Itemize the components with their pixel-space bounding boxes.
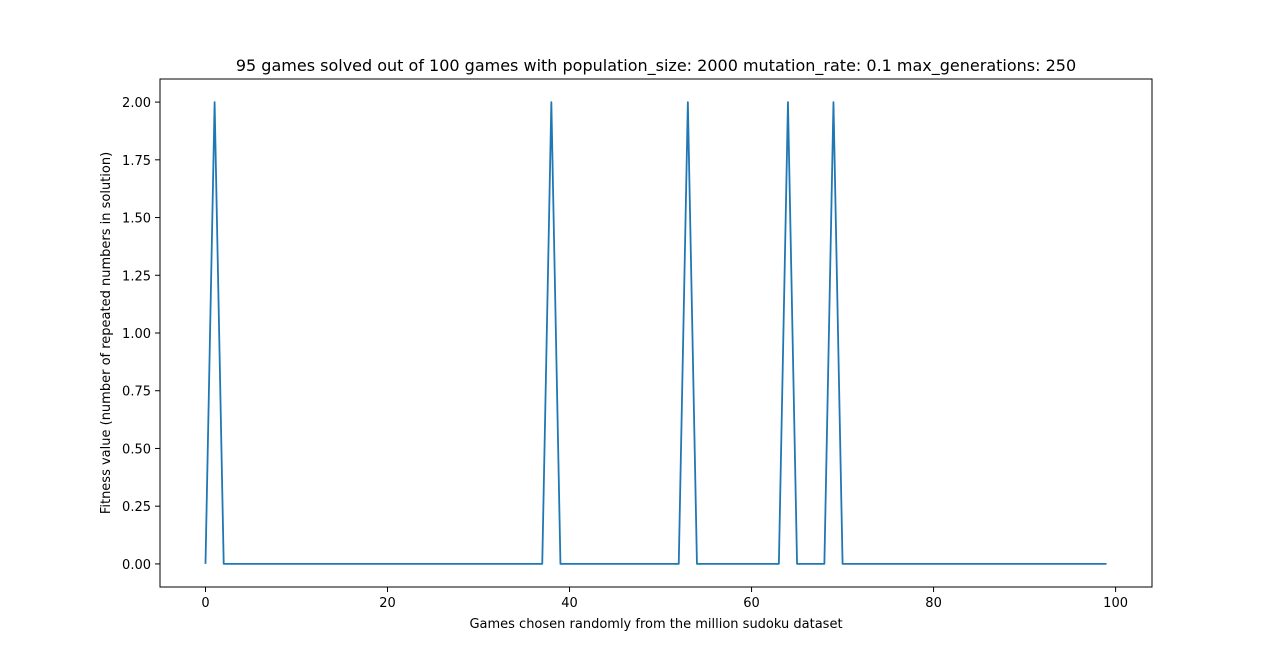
y-axis-ticks: 0.00 0.25 0.50 0.75 1.00 1.25 1.50 1.75 2.00 (122, 96, 160, 573)
y-axis-label: Fitness value (number of repeated number… (99, 152, 114, 514)
x-tick-label: 20 (379, 596, 396, 611)
x-tick-label: 100 (1103, 596, 1128, 611)
x-axis-ticks: 0 20 40 60 80 100 (201, 587, 1128, 611)
y-tick-label: 0.00 (122, 558, 151, 573)
y-tick-label: 2.00 (122, 96, 151, 111)
x-tick-label: 60 (743, 596, 760, 611)
x-axis-label: Games chosen randomly from the million s… (469, 617, 842, 632)
y-tick-label: 0.75 (122, 385, 151, 400)
series-line-0 (204, 101, 1107, 565)
x-tick-label: 80 (925, 596, 942, 611)
y-tick-label: 1.00 (122, 327, 151, 342)
series-layer (204, 101, 1107, 565)
y-tick-label: 1.25 (122, 269, 151, 284)
y-tick-label: 1.50 (122, 212, 151, 227)
y-tick-label: 0.50 (122, 442, 151, 457)
y-tick-label: 1.75 (122, 154, 151, 169)
x-tick-label: 0 (201, 596, 209, 611)
x-tick-label: 40 (561, 596, 578, 611)
chart-title: 95 games solved out of 100 games with po… (236, 56, 1076, 76)
y-tick-label: 0.25 (122, 500, 151, 515)
